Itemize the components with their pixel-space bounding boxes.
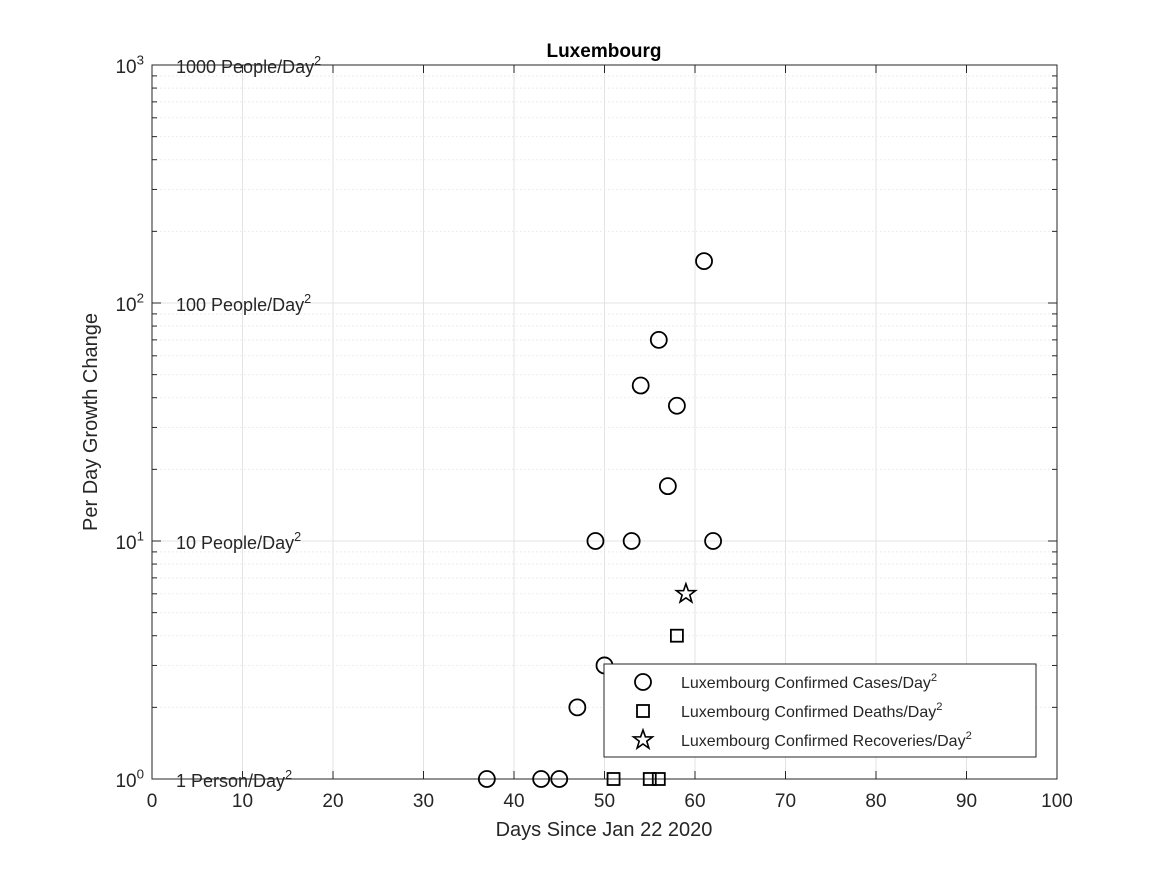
data-point-circle [532, 770, 551, 788]
data-point-circle [695, 252, 713, 270]
legend-marker-star [631, 727, 655, 751]
x-tick-label: 80 [865, 791, 886, 812]
data-point-square [606, 772, 621, 786]
annotation-label-text: 10 People/Day [176, 533, 294, 553]
data-point-circle [550, 770, 569, 788]
legend-entry-superscript: 2 [931, 672, 937, 684]
x-tick-label: 20 [322, 791, 343, 812]
data-point-circle [668, 396, 686, 415]
legend: Luxembourg Confirmed Cases/Day2Luxembour… [603, 663, 1037, 758]
legend-box [603, 663, 1037, 758]
x-tick-label: 60 [684, 791, 705, 812]
data-point-circle [658, 477, 677, 496]
y-tick-label-text: 10 [115, 57, 136, 78]
x-tick-label: 90 [956, 791, 977, 812]
data-point-square [670, 628, 684, 643]
y-tick-label: 101 [115, 528, 144, 554]
x-axis-label: Days Since Jan 22 2020 [496, 819, 713, 841]
data-point-circle [704, 532, 722, 550]
legend-entry-superscript: 2 [966, 730, 972, 742]
x-tick-label: 70 [775, 791, 796, 812]
y-tick-label: 103 [115, 52, 144, 78]
x-tick-label: 30 [413, 791, 434, 812]
y-tick-label-text: 10 [115, 533, 136, 554]
x-tick-label: 40 [503, 791, 524, 812]
y-axis-label: Per Day Growth Change [80, 313, 102, 531]
annotation-label: 10 People/Day2 [176, 530, 301, 553]
chart-title: Luxembourg [546, 41, 661, 62]
annotation-label: 1000 People/Day2 [176, 54, 321, 77]
x-tick-label: 10 [232, 791, 253, 812]
y-tick-label: 100 [115, 766, 144, 792]
y-tick-label: 102 [115, 290, 144, 316]
legend-entry-superscript: 2 [936, 701, 942, 713]
data-point-circle [477, 770, 496, 788]
annotation-label: 100 People/Day2 [176, 292, 311, 315]
y-tick-label-superscript: 0 [137, 766, 144, 781]
y-tick-label-superscript: 2 [137, 290, 144, 305]
grid [152, 65, 1057, 779]
y-tick-label-superscript: 3 [137, 52, 144, 67]
data-point-square [642, 772, 657, 786]
annotation-label-superscript: 2 [314, 54, 321, 68]
data-points [477, 252, 722, 788]
legend-marker-square [636, 704, 650, 718]
y-tick-label-superscript: 1 [137, 528, 144, 543]
data-point-star [674, 581, 698, 604]
legend-entry-text: Luxembourg Confirmed Deaths/Day [681, 704, 936, 721]
data-point-circle [586, 532, 605, 550]
legend-entry: Luxembourg Confirmed Recoveries/Day2 [681, 730, 972, 750]
annotation-label-text: 100 People/Day [176, 295, 304, 315]
legend-entry-text: Luxembourg Confirmed Recoveries/Day [681, 733, 966, 750]
x-tick-label: 50 [594, 791, 615, 812]
data-point-circle [622, 532, 641, 550]
legend-entry: Luxembourg Confirmed Cases/Day2 [681, 672, 937, 692]
annotation-label-superscript: 2 [294, 530, 301, 544]
annotation-label-superscript: 2 [285, 768, 292, 782]
legend-entry: Luxembourg Confirmed Deaths/Day2 [681, 701, 942, 721]
x-tick-label: 0 [147, 791, 158, 812]
data-point-circle [568, 698, 587, 717]
data-point-circle [649, 330, 668, 349]
data-point-circle [631, 376, 650, 395]
legend-entry-text: Luxembourg Confirmed Cases/Day [681, 675, 931, 692]
annotation-label-superscript: 2 [304, 292, 311, 306]
x-tick-label: 100 [1041, 791, 1073, 812]
annotation-label-text: 1 Person/Day [176, 771, 285, 791]
annotation-label-text: 1000 People/Day [176, 57, 314, 77]
data-point-square [651, 772, 666, 786]
annotation-label: 1 Person/Day2 [176, 768, 292, 791]
legend-marker-circle [634, 673, 652, 691]
y-tick-label-text: 10 [115, 771, 136, 792]
y-tick-label-text: 10 [115, 295, 136, 316]
